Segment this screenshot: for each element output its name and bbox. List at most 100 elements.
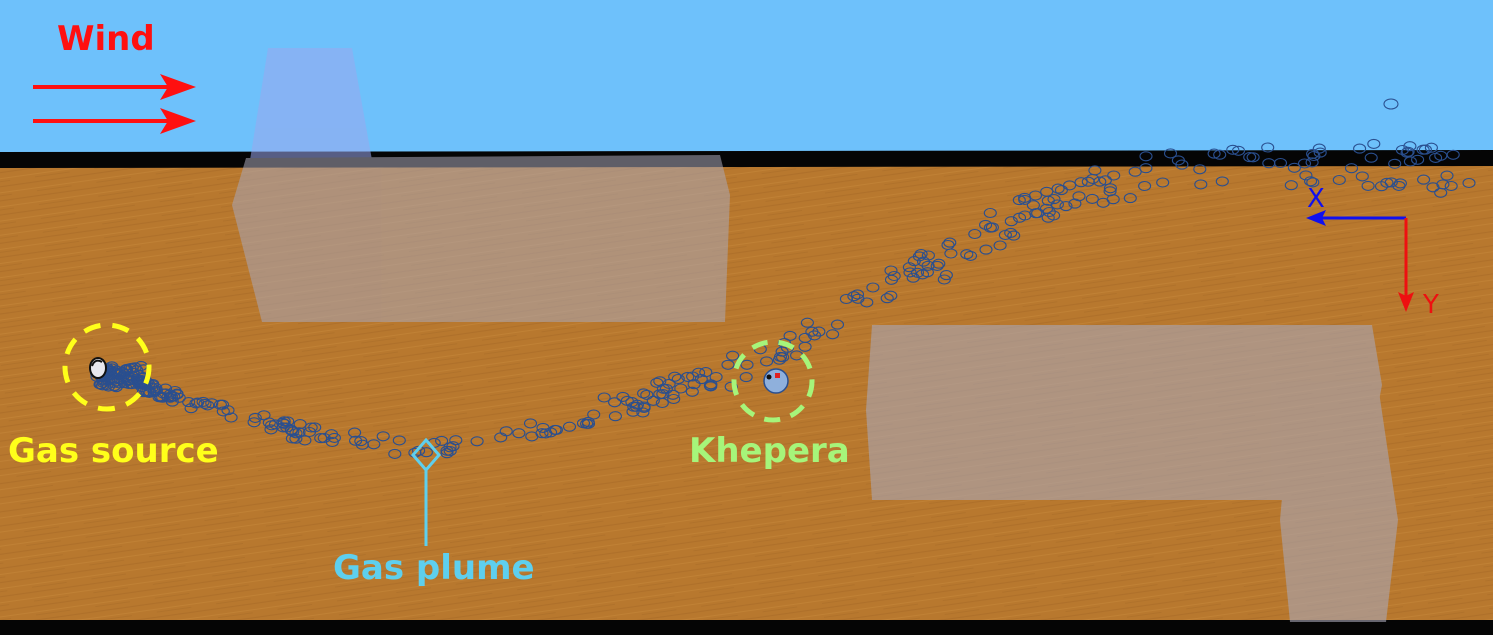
gas-particle — [112, 368, 126, 379]
gas-particle — [916, 256, 931, 267]
gas-particle — [826, 329, 840, 340]
gas-particle — [1462, 177, 1476, 189]
gas-particle — [1426, 182, 1440, 193]
gas-particle — [248, 412, 262, 423]
gas-particle — [656, 388, 670, 400]
gas-particle — [289, 428, 303, 439]
gas-particle — [443, 445, 457, 457]
gas-particle — [637, 401, 651, 412]
gas-particle — [932, 258, 946, 269]
gas-particle — [636, 407, 650, 418]
gas-particle — [640, 389, 654, 400]
gas-particle — [221, 405, 235, 416]
gas-particle — [1128, 166, 1142, 177]
gas-particle — [930, 260, 944, 271]
sky-background — [0, 0, 1493, 155]
gas-particle — [196, 396, 210, 407]
gas-particle — [666, 389, 680, 400]
gas-particle — [376, 431, 390, 442]
khepera-robot — [731, 339, 815, 423]
gas-particle — [646, 395, 660, 406]
gas-particle — [1213, 149, 1227, 160]
gas-particle — [968, 228, 982, 240]
gas-particle — [1093, 176, 1107, 187]
gas-particle — [1018, 192, 1032, 203]
gas-particle — [910, 267, 925, 278]
gas-particle — [449, 435, 463, 446]
gas-particle — [1193, 164, 1207, 175]
gas-particle — [1297, 158, 1312, 169]
gas-particle — [1051, 183, 1065, 194]
gas-particle — [739, 372, 753, 383]
gas-particle — [304, 422, 318, 433]
gas-particle — [435, 435, 449, 446]
gas-particle — [724, 381, 738, 392]
gas-particle — [1123, 193, 1137, 204]
gas-particle — [1139, 151, 1153, 162]
gas-particle — [499, 426, 513, 437]
gas-particle — [1284, 180, 1298, 191]
gas-particle — [608, 411, 622, 422]
gas-particle — [172, 392, 186, 403]
gas-particle — [850, 289, 865, 300]
gas-particle — [798, 341, 812, 352]
gas-particle — [1304, 176, 1318, 187]
gas-particle — [277, 418, 291, 429]
gas-particle — [581, 416, 595, 427]
khepera-label: Khepera — [689, 431, 850, 471]
axis-x-label: X — [1307, 184, 1325, 214]
gas-particle — [1086, 173, 1100, 184]
gas-particle — [587, 409, 601, 420]
gas-particle — [1374, 181, 1389, 192]
gas-particle — [1434, 150, 1448, 161]
gas-particle — [944, 248, 958, 259]
gas-particle — [1085, 193, 1099, 204]
gas-particle — [668, 371, 682, 382]
gas-particle — [470, 436, 484, 447]
gas-source-marker — [62, 322, 152, 412]
gas-particle — [914, 248, 928, 260]
gas-particle — [1424, 142, 1438, 153]
gas-particle — [1400, 147, 1414, 158]
gas-particle — [562, 421, 577, 432]
gas-particle — [906, 272, 920, 283]
gas-particle — [247, 417, 261, 428]
gas-particle — [884, 274, 899, 285]
gas-particle — [625, 397, 639, 408]
gas-particle — [939, 270, 953, 281]
gas-particle — [1383, 98, 1399, 110]
gas-particle — [164, 391, 178, 402]
gas-particle — [1287, 162, 1301, 173]
dashed-circle-icon — [62, 322, 152, 412]
gas-particle — [539, 428, 553, 439]
gas-particle — [512, 428, 526, 439]
gas-particle — [1063, 180, 1077, 191]
gas-particle — [110, 376, 124, 387]
gas-particle — [1175, 159, 1189, 170]
gas-particle — [1047, 194, 1061, 205]
gas-particle — [314, 433, 328, 444]
gas-particle — [388, 448, 402, 459]
gas-particle — [1074, 177, 1088, 188]
gas-particle — [1361, 180, 1375, 191]
gas-particle — [1059, 201, 1073, 212]
gas-particle — [277, 416, 291, 427]
gas-particle — [285, 433, 299, 444]
gas-particle — [1007, 230, 1021, 241]
gas-particle — [979, 244, 993, 255]
gas-particle — [656, 383, 670, 394]
gas-particle — [884, 290, 898, 301]
gas-particle — [1103, 183, 1117, 194]
obstacle-right — [866, 325, 1398, 622]
gas-particle — [760, 356, 774, 367]
gas-particle — [286, 426, 300, 437]
gas-particle — [1395, 144, 1409, 156]
gas-particle — [963, 250, 978, 261]
gas-particle — [685, 386, 699, 397]
gas-particle — [1261, 142, 1275, 153]
gas-particle — [1194, 179, 1208, 190]
gas-particle — [1226, 144, 1240, 155]
axis-y-label: Y — [1422, 290, 1439, 320]
gas-particle — [1332, 174, 1346, 186]
gas-particle — [773, 351, 788, 362]
